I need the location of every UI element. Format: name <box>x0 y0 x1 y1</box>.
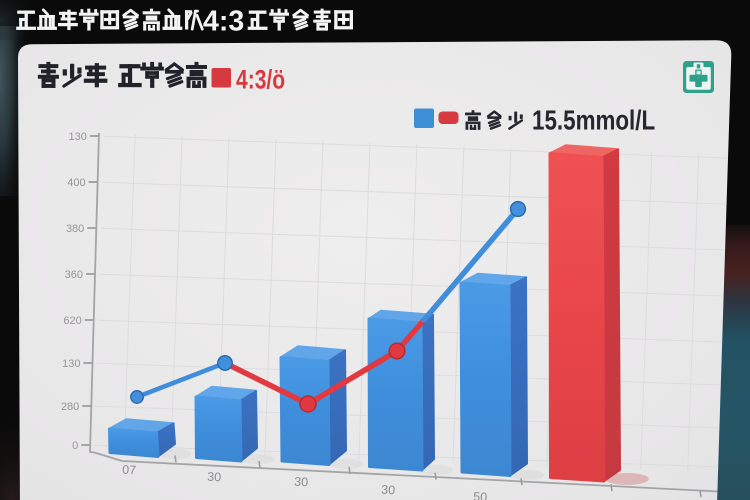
svg-text:280: 280 <box>61 401 79 413</box>
svg-text:15.5mmol/L: 15.5mmol/L <box>532 105 655 136</box>
svg-text:4:3: 4:3 <box>203 6 244 38</box>
svg-text:30: 30 <box>381 483 396 498</box>
svg-text:50: 50 <box>473 490 488 500</box>
svg-text:4:3/ö: 4:3/ö <box>236 65 285 95</box>
svg-text:400: 400 <box>67 177 85 189</box>
svg-text:30: 30 <box>294 475 309 490</box>
svg-text:30: 30 <box>207 470 222 485</box>
svg-text:360: 360 <box>65 269 83 281</box>
svg-text:07: 07 <box>122 463 137 478</box>
svg-text:380: 380 <box>66 223 84 235</box>
svg-text:130: 130 <box>62 358 80 370</box>
svg-text:620: 620 <box>63 315 81 327</box>
svg-text:0: 0 <box>72 440 78 452</box>
svg-text:130: 130 <box>69 131 87 143</box>
